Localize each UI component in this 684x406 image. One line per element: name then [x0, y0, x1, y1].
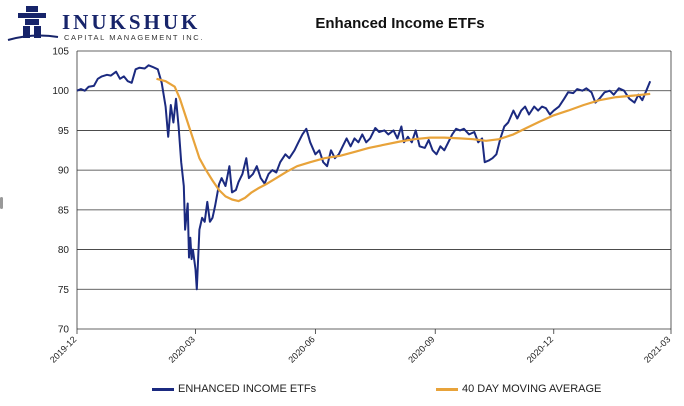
- grid-layer: [77, 50, 671, 330]
- y-tick-label-75: 75: [58, 285, 70, 296]
- legend-label-moving-average: 40 DAY MOVING AVERAGE: [462, 383, 602, 395]
- page-edge-mark: [0, 197, 3, 209]
- x-tick-label-2021-03: 2021-03: [642, 334, 672, 364]
- inukshuk-icon: [7, 6, 59, 41]
- y-tick-label-105: 105: [52, 47, 69, 58]
- legend-label-etf: ENHANCED INCOME ETFs: [178, 383, 317, 395]
- x-tick-label-2020-06: 2020-06: [286, 334, 316, 364]
- chart-title: Enhanced Income ETFs: [315, 15, 485, 32]
- series-line-etf: [76, 64, 652, 291]
- x-tick-label-2020-03: 2020-03: [167, 334, 197, 364]
- y-tick-label-70: 70: [58, 325, 70, 336]
- y-tick-label-90: 90: [58, 166, 70, 177]
- legend-swatch-moving-average: [436, 387, 458, 391]
- legend-item-moving-average: 40 DAY MOVING AVERAGE: [436, 383, 601, 395]
- series-layer: [76, 64, 652, 291]
- y-tick-label-95: 95: [58, 126, 70, 137]
- logo-wordmark: INUKSHUK: [62, 10, 201, 34]
- x-tick-label-2020-12: 2020-12: [525, 334, 555, 364]
- y-tick-label-85: 85: [58, 205, 70, 216]
- legend-item-etf: ENHANCED INCOME ETFs: [152, 383, 316, 395]
- x-tick-label-2020-09: 2020-09: [406, 334, 436, 364]
- series-line-moving-average: [156, 77, 651, 203]
- logo-tagline: CAPITAL MANAGEMENT INC.: [64, 33, 205, 42]
- y-tick-label-100: 100: [52, 86, 69, 97]
- axis-layer: 70 75 80 85 90 95 100 105 2019-12 2020-03 2020-06 2…: [48, 47, 672, 365]
- legend-swatch-etf: [152, 387, 174, 391]
- y-tick-label-80: 80: [58, 245, 70, 256]
- x-tick-label-2019-12: 2019-12: [48, 334, 78, 364]
- company-logo: INUKSHUK CAPITAL MANAGEMENT INC.: [6, 4, 236, 44]
